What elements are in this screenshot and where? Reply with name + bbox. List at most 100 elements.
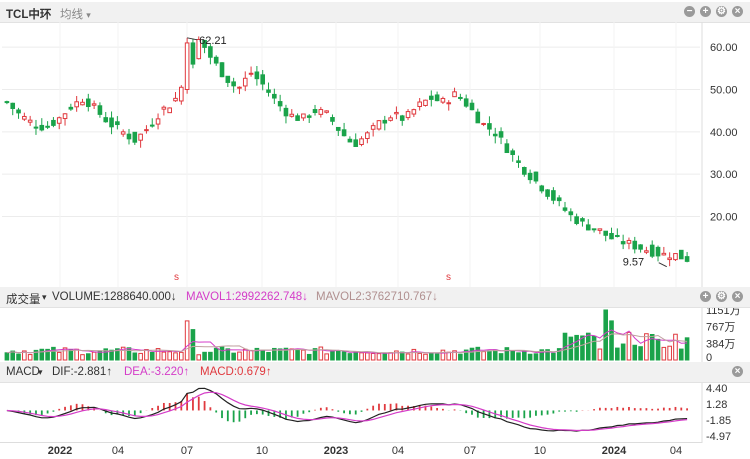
candlestick-chart: 60.00 50.00 40.00 30.00 20.00 62.21 9.57 s s xyxy=(2,22,738,287)
volume-bar xyxy=(161,351,167,361)
volume-bar xyxy=(301,349,306,361)
chevron-down-icon[interactable]: ▾ xyxy=(38,367,43,377)
candle-body xyxy=(289,113,295,117)
candle-body xyxy=(22,115,27,120)
volume-bar xyxy=(609,320,614,361)
volume-bar xyxy=(16,353,21,361)
volume-bar xyxy=(324,353,329,361)
candle-body xyxy=(597,228,603,231)
volume-bar xyxy=(318,346,324,361)
volume-bar xyxy=(423,353,428,361)
volume-bar xyxy=(330,350,335,361)
volume-bar xyxy=(539,349,545,361)
volume-bar xyxy=(190,329,196,361)
volume-bar xyxy=(556,348,562,361)
indicator-label: 均线 xyxy=(60,9,83,21)
close-icon[interactable]: × xyxy=(732,6,743,17)
price-tick-label: 30.00 xyxy=(710,169,738,181)
candle-body xyxy=(196,38,202,60)
volume-bar xyxy=(260,349,266,361)
volume-bar xyxy=(295,348,300,361)
volume-bar xyxy=(469,347,475,361)
volume-bar xyxy=(428,353,434,361)
candle-body xyxy=(85,98,91,108)
price-tick-label: 40.00 xyxy=(710,127,738,139)
candle-body xyxy=(353,139,359,147)
dividend-marker: s xyxy=(446,272,451,283)
volume-bar xyxy=(638,346,643,361)
volume-bar xyxy=(155,348,161,361)
volume-bar xyxy=(632,344,638,361)
candle-body xyxy=(283,107,289,117)
candle-body xyxy=(109,117,114,128)
candle-body xyxy=(458,96,463,99)
time-tick-label: 2022 xyxy=(48,445,72,457)
volume-bar xyxy=(649,334,655,361)
candle-body xyxy=(330,117,335,122)
candle-body xyxy=(144,129,149,132)
volume-bar xyxy=(434,353,440,361)
volume-bar xyxy=(458,353,463,361)
candle-body xyxy=(179,86,184,102)
candle-body xyxy=(562,207,568,211)
candle-body xyxy=(138,133,143,141)
plus-circle-icon[interactable]: + xyxy=(700,6,711,17)
plus-circle-icon[interactable]: + xyxy=(700,291,711,302)
candle-body xyxy=(225,75,231,83)
volume-bar xyxy=(551,352,556,361)
candle-body xyxy=(370,125,376,130)
candle-body xyxy=(312,109,318,114)
candle-body xyxy=(91,103,97,106)
candle-body xyxy=(591,228,597,231)
volume-bar xyxy=(254,347,260,361)
close-icon[interactable]: × xyxy=(732,366,743,377)
chevron-down-icon[interactable]: ▾ xyxy=(42,292,47,302)
volume-bar xyxy=(179,351,184,361)
candle-body xyxy=(568,211,574,216)
volume-bar xyxy=(283,347,289,361)
gear-icon[interactable]: ⚙ xyxy=(716,291,727,302)
candle-body xyxy=(667,257,672,261)
candle-body xyxy=(574,216,579,224)
macd-panel: MACD ▾ DIF:-2.881↑ DEA:-3.220↑ MACD:0.67… xyxy=(0,362,750,459)
macd-tick-label: -1.85 xyxy=(706,415,731,427)
volume-bar xyxy=(115,348,120,361)
time-axis: 2022 04 07 10 2023 04 07 10 2024 04 xyxy=(0,442,702,457)
candle-body xyxy=(155,118,161,125)
candle-body xyxy=(446,102,452,105)
candle-body xyxy=(556,197,562,202)
volume-bar xyxy=(394,350,399,361)
candle-body xyxy=(585,224,591,231)
time-tick-label: 07 xyxy=(464,445,476,457)
time-tick-label: 04 xyxy=(392,445,404,457)
candle-body xyxy=(231,81,236,87)
candle-body xyxy=(62,113,68,120)
minus-circle-icon[interactable]: − xyxy=(684,6,695,17)
volume-bar xyxy=(56,351,62,361)
candle-body xyxy=(173,97,178,102)
volume-tick-label: 384万 xyxy=(706,338,735,350)
candle-body xyxy=(120,131,126,135)
candle-body xyxy=(481,122,486,125)
price-tick-label: 20.00 xyxy=(710,212,738,224)
indicator-select[interactable]: 均线 ▾ xyxy=(60,6,91,22)
dif-value: DIF:-2.881↑ xyxy=(52,366,113,378)
candle-body xyxy=(202,39,207,48)
candle-body xyxy=(341,129,347,137)
candle-body xyxy=(126,133,132,140)
volume-bar xyxy=(405,353,411,361)
volume-bar xyxy=(341,351,347,361)
time-tick-label: 2023 xyxy=(324,445,348,457)
volume-bar xyxy=(580,335,585,361)
volume-bar xyxy=(45,348,50,361)
volume-bar xyxy=(196,354,202,361)
candle-body xyxy=(463,98,469,107)
gear-icon[interactable]: ⚙ xyxy=(716,6,727,17)
volume-bar xyxy=(347,353,353,361)
volume-panel: 成交量 ▾ VOLUME:1288640.000↓ MAVOL1:2992262… xyxy=(0,287,750,362)
candle-body xyxy=(115,121,120,126)
macd-tick-label: 1.28 xyxy=(706,399,727,411)
volume-bar xyxy=(411,348,417,361)
close-icon[interactable]: × xyxy=(732,291,743,302)
volume-bar xyxy=(504,347,510,361)
